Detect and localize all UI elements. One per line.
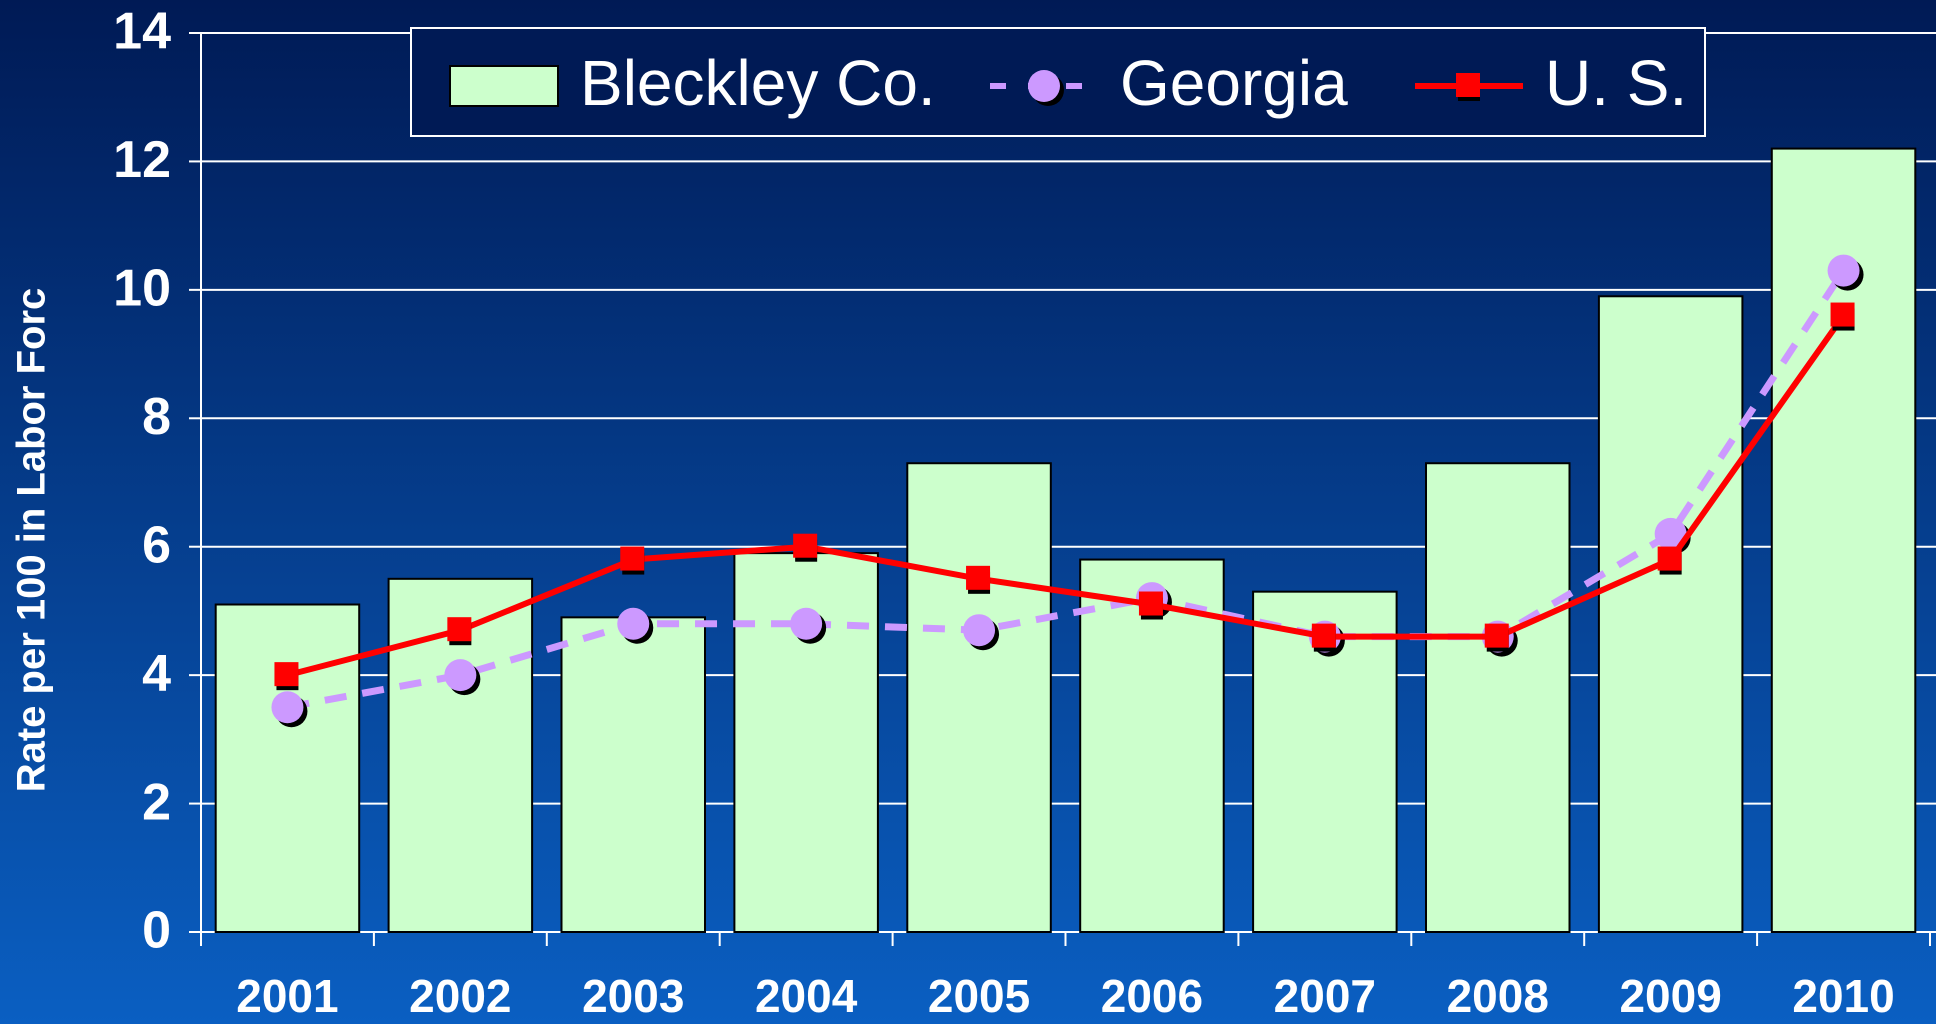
marker (1827, 254, 1860, 287)
y-tick-label: 2 (142, 773, 171, 831)
legend-marker (1028, 70, 1060, 102)
legend-label: Georgia (1120, 47, 1348, 119)
y-tick-label: 12 (113, 131, 171, 189)
line (286, 268, 1847, 711)
x-tick-label: 2008 (1447, 970, 1549, 1022)
marker (1484, 623, 1509, 648)
bar (1079, 558, 1225, 933)
marker (963, 614, 996, 647)
marker (793, 533, 818, 558)
marker (1654, 517, 1687, 550)
legend-label: Bleckley Co. (580, 47, 936, 119)
x-tick-label: 2005 (928, 970, 1030, 1022)
x-tick-label: 2010 (1792, 970, 1894, 1022)
marker (966, 565, 991, 590)
marker (1657, 546, 1682, 571)
line (286, 313, 1846, 679)
x-tick-label: 2009 (1619, 970, 1721, 1022)
bar (1424, 462, 1571, 933)
y-tick-label: 4 (142, 645, 171, 703)
marker (274, 662, 299, 687)
legend-marker (1456, 73, 1480, 97)
x-tick-label: 2007 (1274, 970, 1376, 1022)
marker (1138, 591, 1163, 616)
marker (1311, 623, 1336, 648)
marker (620, 546, 645, 571)
x-tick-label: 2003 (582, 970, 684, 1022)
legend-label: U. S. (1545, 47, 1687, 119)
marker (444, 659, 477, 692)
marker (447, 617, 472, 642)
y-tick-label: 6 (142, 516, 171, 574)
bar (1597, 295, 1744, 933)
x-tick-label: 2004 (755, 970, 858, 1022)
x-tick-label: 2006 (1101, 970, 1203, 1022)
x-tick-label: 2001 (236, 970, 338, 1022)
y-axis-label: Rate per 100 in Labor Forc (10, 288, 54, 793)
y-tick-label: 14 (113, 3, 171, 61)
marker (617, 607, 650, 640)
marker (1830, 302, 1855, 327)
marker (790, 607, 823, 640)
marker (271, 691, 304, 724)
y-tick-label: 8 (142, 388, 171, 446)
bar (214, 603, 361, 933)
legend-swatch (449, 65, 559, 107)
y-tick-label: 10 (113, 260, 171, 318)
bar (560, 616, 707, 933)
x-tick-label: 2002 (409, 970, 511, 1022)
bar (906, 462, 1052, 933)
y-tick-label: 0 (142, 902, 171, 960)
